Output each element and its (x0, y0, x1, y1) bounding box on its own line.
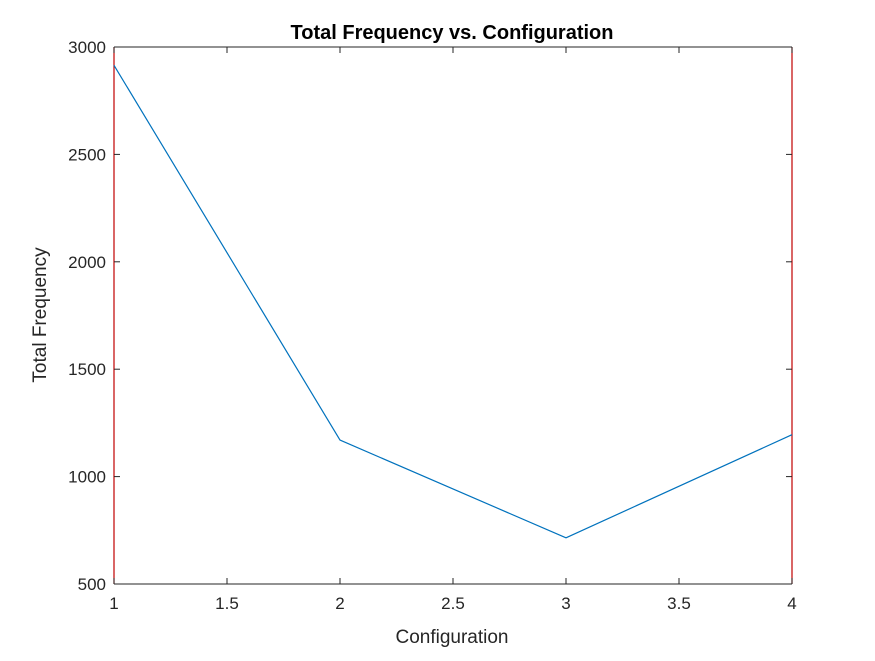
series-layer (114, 65, 792, 538)
y-axis-ticks: 500 1000 1500 2000 2500 3000 (68, 38, 792, 594)
x-tick-label: 4 (787, 594, 796, 613)
chart-title: Total Frequency vs. Configuration (291, 22, 614, 44)
y-tick-label: 500 (78, 575, 106, 594)
y-tick-label: 2000 (68, 253, 106, 272)
y-tick-label: 1500 (68, 360, 106, 379)
x-axis-ticks: 1 1.5 2 2.5 3 3.5 4 (109, 47, 796, 613)
x-tick-label: 1.5 (215, 594, 239, 613)
y-tick-label: 3000 (68, 38, 106, 57)
series-line (114, 65, 792, 538)
x-axis-label: Configuration (395, 627, 508, 648)
y-tick-label: 1000 (68, 468, 106, 487)
x-tick-label: 3 (561, 594, 570, 613)
x-tick-label: 3.5 (667, 594, 691, 613)
axes-box (114, 47, 792, 584)
x-tick-label: 2 (335, 594, 344, 613)
x-tick-label: 1 (109, 594, 118, 613)
x-tick-label: 2.5 (441, 594, 465, 613)
y-axis-label: Total Frequency (30, 247, 51, 383)
y-tick-label: 2500 (68, 145, 106, 164)
